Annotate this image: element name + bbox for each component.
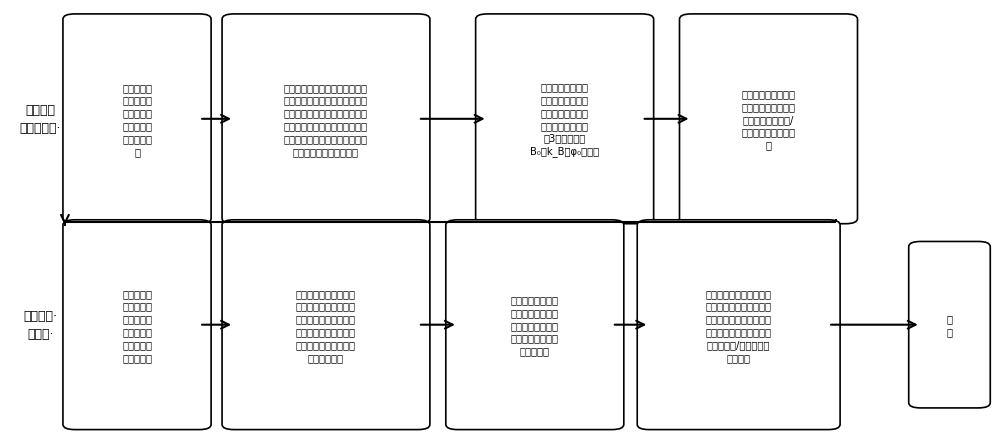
- FancyBboxPatch shape: [476, 15, 654, 224]
- Text: 结合拟合系数的初值
，计算在初始外界物
理条件下设定波长/
频率位置的双折射初
值: 结合拟合系数的初值 ，计算在初始外界物 理条件下设定波长/ 频率位置的双折射初 …: [742, 89, 796, 150]
- Text: 采集在初始
外界物理条
件下的干涉
光谱数据，
并进行预处
理: 采集在初始 外界物理条 件下的干涉 光谱数据， 并进行预处 理: [122, 83, 152, 156]
- Text: 基于变化后的双折射系数
，结合双折射色散系数、
初相位的初值，计算在初
始外界物理条件发生变化
后设定波长/频率位置的
双折射值: 基于变化后的双折射系数 ，结合双折射色散系数、 初相位的初值，计算在初 始外界物…: [706, 288, 772, 362]
- FancyBboxPatch shape: [63, 15, 211, 224]
- Text: 通过预构建的透射
端光谱理论模型对
归一化后的特征相
位点进行拟合，获
取3个拟合系数
B₀、k_B和φ₀的初值: 通过预构建的透射 端光谱理论模型对 归一化后的特征相 位点进行拟合，获 取3个拟…: [530, 82, 599, 157]
- Text: 通过透射端光谱理
论模型对拟合样本
点进行最小二乘拟
合，得到变化后的
双折射系数: 通过透射端光谱理 论模型对拟合样本 点进行最小二乘拟 合，得到变化后的 双折射系…: [511, 294, 559, 356]
- Text: 选取设定相位的极值点作为特征
相位点，并进行归一化处理；归
一化后，计算特征相位点的平均
间距，并将相邻的极大值、极小
值的中点作为腰值点，以腰值点
的横坐标作: 选取设定相位的极值点作为特征 相位点，并进行归一化处理；归 一化后，计算特征相位…: [284, 83, 368, 156]
- Text: 初始参数
提取和预设·: 初始参数 提取和预设·: [20, 104, 61, 135]
- Text: 解
调: 解 调: [946, 314, 952, 336]
- Text: 寻找位于第一阈值区间
的极大值、极小值点，
并分别对位于第二阈值
区间的点进行局部归一
化，将归一化后的点作
为拟合样本点: 寻找位于第一阈值区间 的极大值、极小值点， 并分别对位于第二阈值 区间的点进行局…: [296, 288, 356, 362]
- Text: 曲线拟和·
及解调·: 曲线拟和· 及解调·: [24, 310, 58, 340]
- FancyBboxPatch shape: [222, 15, 430, 224]
- FancyBboxPatch shape: [679, 15, 858, 224]
- FancyBboxPatch shape: [909, 242, 990, 408]
- FancyBboxPatch shape: [637, 220, 840, 430]
- FancyBboxPatch shape: [63, 220, 211, 430]
- FancyBboxPatch shape: [446, 220, 624, 430]
- FancyBboxPatch shape: [222, 220, 430, 430]
- Text: 采集在初始
外界物理条
件发生变化
后的干涉光
谱数据，并
进行预处理: 采集在初始 外界物理条 件发生变化 后的干涉光 谱数据，并 进行预处理: [122, 288, 152, 362]
